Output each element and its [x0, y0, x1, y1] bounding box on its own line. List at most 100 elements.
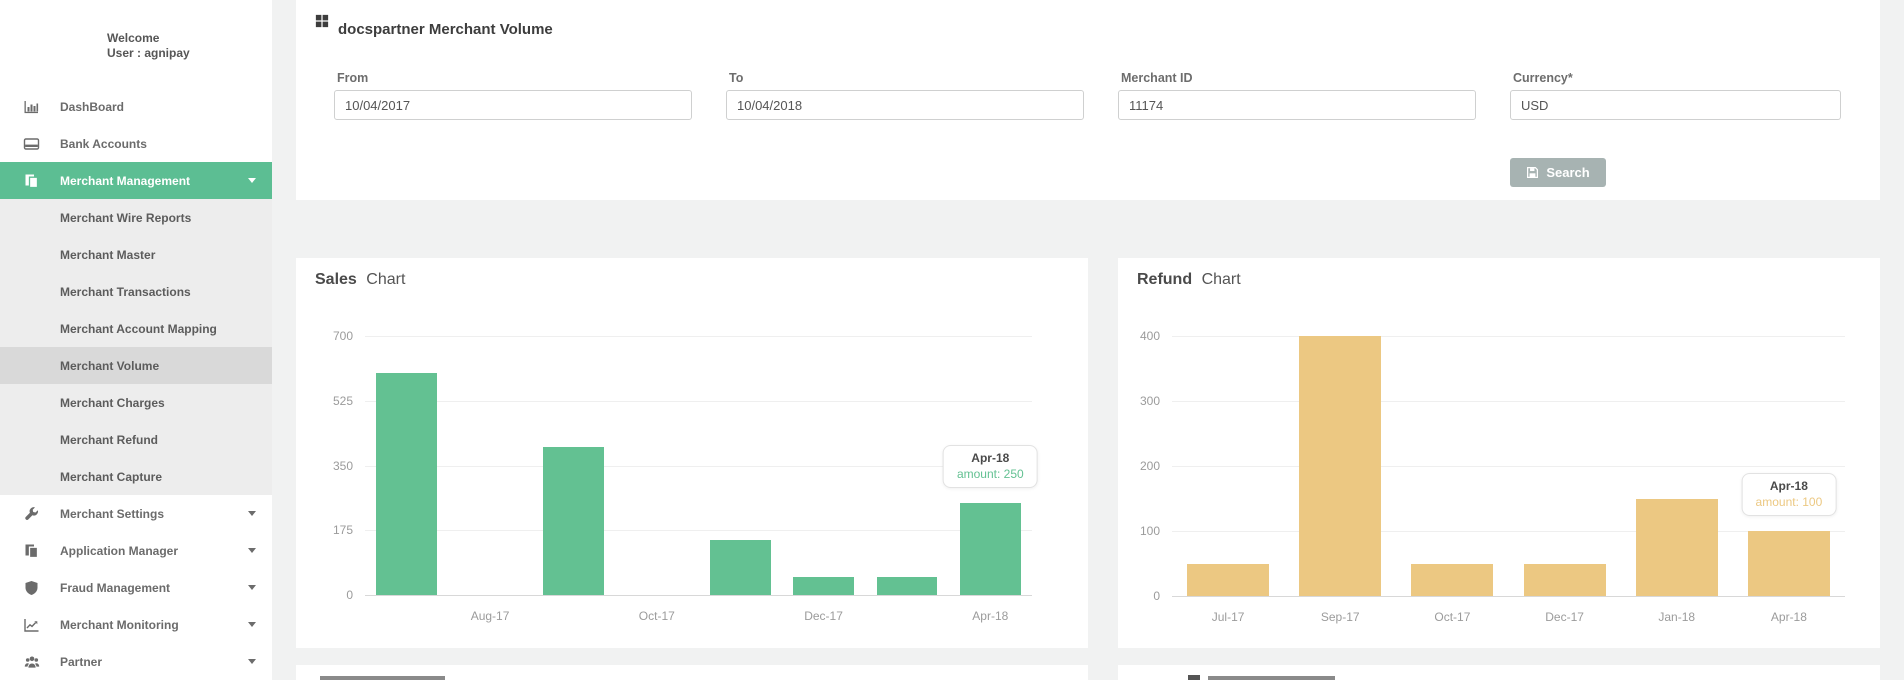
- sidebar-item-merchant-refund[interactable]: Merchant Refund: [0, 421, 272, 458]
- filter-field-from: From: [334, 0, 692, 130]
- y-axis-tick: 300: [1139, 394, 1160, 408]
- clipped-icon-fragment: [1188, 675, 1200, 680]
- sales-chart-panel: Sales Chart 700 525 350 175 0 Aug-17 Oct-17 Dec…: [296, 258, 1088, 648]
- welcome-block: Welcome User : agnipay: [107, 31, 190, 61]
- y-axis-tick: 700: [332, 329, 353, 343]
- filter-field-currency: Currency*: [1510, 0, 1841, 130]
- welcome-user: User : agnipay: [107, 46, 190, 60]
- chevron-down-icon: [248, 548, 256, 553]
- filter-field-to: To: [726, 0, 1084, 130]
- field-label: Currency*: [1513, 71, 1573, 85]
- sidebar-item-label: Merchant Settings: [60, 506, 165, 521]
- sidebar-item-label: Merchant Account Mapping: [60, 321, 217, 336]
- bar-slot-7[interactable]: [959, 502, 1021, 595]
- bar-slot-5[interactable]: [793, 576, 854, 595]
- chart-tooltip: Apr-18 amount: 100: [1741, 473, 1837, 516]
- next-panel-right-clipped: [1118, 665, 1880, 680]
- chevron-down-icon: [248, 659, 256, 664]
- bar-slot-4[interactable]: [1635, 498, 1718, 596]
- sidebar-item-label: Merchant Refund: [60, 432, 159, 447]
- bar-chart-icon: [23, 99, 41, 115]
- sidebar-item-merchant-account-mapping[interactable]: Merchant Account Mapping: [0, 310, 272, 347]
- to-input[interactable]: [726, 90, 1084, 120]
- bar-slot-1[interactable]: [1299, 336, 1382, 596]
- from-input[interactable]: [334, 90, 692, 120]
- gridline: [365, 336, 1032, 337]
- sales-chart-plot: 700 525 350 175 0 Aug-17 Oct-17 Dec-17 Apr-18 Apr…: [296, 258, 1088, 648]
- page-title: docspartner Merchant Volume: [338, 21, 553, 39]
- sidebar-item-label: Merchant Master: [60, 247, 156, 262]
- sales-chart-title-bold: Sales: [315, 271, 357, 288]
- sidebar-item-label: Merchant Transactions: [60, 284, 191, 299]
- bar-slot-6[interactable]: [876, 576, 938, 595]
- sidebar-item-label: Merchant Volume: [60, 358, 160, 373]
- merchant-id-input[interactable]: [1118, 90, 1476, 120]
- sidebar-item-label: Merchant Management: [60, 173, 191, 188]
- next-panel-left-clipped: [296, 665, 1088, 680]
- sidebar-item-dashboard[interactable]: DashBoard: [0, 88, 272, 125]
- chevron-down-icon: [248, 511, 256, 516]
- y-axis-tick: 350: [332, 458, 353, 473]
- sidebar-item-merchant-master[interactable]: Merchant Master: [0, 236, 272, 273]
- sidebar-item-merchant-wire-reports[interactable]: Merchant Wire Reports: [0, 199, 272, 236]
- grid-icon: [315, 14, 329, 28]
- sidebar-item-merchant-settings[interactable]: Merchant Settings: [0, 495, 272, 532]
- chevron-down-icon: [248, 585, 256, 590]
- sidebar-item-merchant-transactions[interactable]: Merchant Transactions: [0, 273, 272, 310]
- sidebar-item-label: Merchant Wire Reports: [60, 210, 192, 225]
- bar-slot-0[interactable]: [376, 373, 438, 595]
- gridline: [365, 530, 1032, 532]
- bar-slot-0[interactable]: [1187, 563, 1270, 596]
- users-icon: [23, 654, 41, 670]
- sidebar-item-label: DashBoard: [60, 99, 125, 114]
- sidebar-item-merchant-management[interactable]: Merchant Management: [0, 162, 272, 199]
- field-label: To: [729, 71, 744, 85]
- gridline: [1172, 336, 1845, 337]
- y-axis-tick: 400: [1139, 329, 1160, 343]
- gridline: [1172, 596, 1845, 597]
- tooltip-title: Apr-18: [1769, 479, 1808, 493]
- sidebar-item-merchant-volume[interactable]: Merchant Volume: [0, 347, 272, 384]
- refund-chart-panel: Refund Chart 400 300 200 100 0 Jul-17 Sep-17 Oc…: [1118, 258, 1880, 648]
- sidebar-item-application-manager[interactable]: Application Manager: [0, 532, 272, 569]
- x-axis-tick: Jul-17: [1211, 610, 1245, 624]
- sidebar-item-merchant-capture[interactable]: Merchant Capture: [0, 458, 272, 495]
- sidebar-item-fraud-management[interactable]: Fraud Management: [0, 569, 272, 606]
- bar-slot-2[interactable]: [543, 447, 604, 595]
- sidebar-item-bank-accounts[interactable]: Bank Accounts: [0, 125, 272, 162]
- sidebar-item-label: Partner: [60, 654, 103, 669]
- x-axis-tick: Sep-17: [1320, 610, 1360, 624]
- chevron-down-icon: [248, 622, 256, 627]
- bar-slot-4[interactable]: [709, 539, 771, 595]
- x-axis-tick: Aug-17: [470, 609, 510, 623]
- sidebar-item-label: Merchant Monitoring: [60, 617, 179, 632]
- tooltip-amount: amount: 100: [1755, 495, 1823, 509]
- y-axis-tick: 0: [346, 588, 353, 602]
- gridline: [1172, 401, 1845, 402]
- refund-chart-title-bold: Refund: [1137, 271, 1193, 288]
- x-axis-tick: Jan-18: [1658, 610, 1696, 624]
- sidebar-item-merchant-charges[interactable]: Merchant Charges: [0, 384, 272, 421]
- bar-slot-3[interactable]: [1523, 563, 1606, 596]
- sidebar-item-partner[interactable]: Partner: [0, 643, 272, 680]
- search-button[interactable]: Search: [1510, 158, 1606, 187]
- bar-slot-5[interactable]: [1747, 531, 1830, 596]
- search-button-label: Search: [1546, 165, 1590, 180]
- sidebar-item-label: Bank Accounts: [60, 136, 147, 151]
- line-chart-icon: [23, 617, 41, 633]
- tooltip-title: Apr-18: [971, 450, 1010, 465]
- sales-chart-title: Sales Chart: [315, 271, 405, 289]
- currency-input[interactable]: [1510, 90, 1841, 120]
- x-axis-tick: Oct-17: [638, 609, 675, 623]
- sidebar-item-merchant-monitoring[interactable]: Merchant Monitoring: [0, 606, 272, 643]
- merchant-volume-panel: docspartner Merchant Volume From To Mercha…: [296, 0, 1880, 200]
- sidebar-item-label: Merchant Charges: [60, 395, 165, 410]
- sidebar-item-label: Application Manager: [60, 543, 179, 558]
- field-label: From: [337, 71, 369, 85]
- refund-chart-title: Refund Chart: [1137, 271, 1241, 289]
- bar-slot-2[interactable]: [1411, 563, 1494, 596]
- gridline: [1172, 531, 1845, 532]
- sidebar-item-label: Merchant Capture: [60, 469, 163, 484]
- y-axis-tick: 0: [1153, 589, 1160, 603]
